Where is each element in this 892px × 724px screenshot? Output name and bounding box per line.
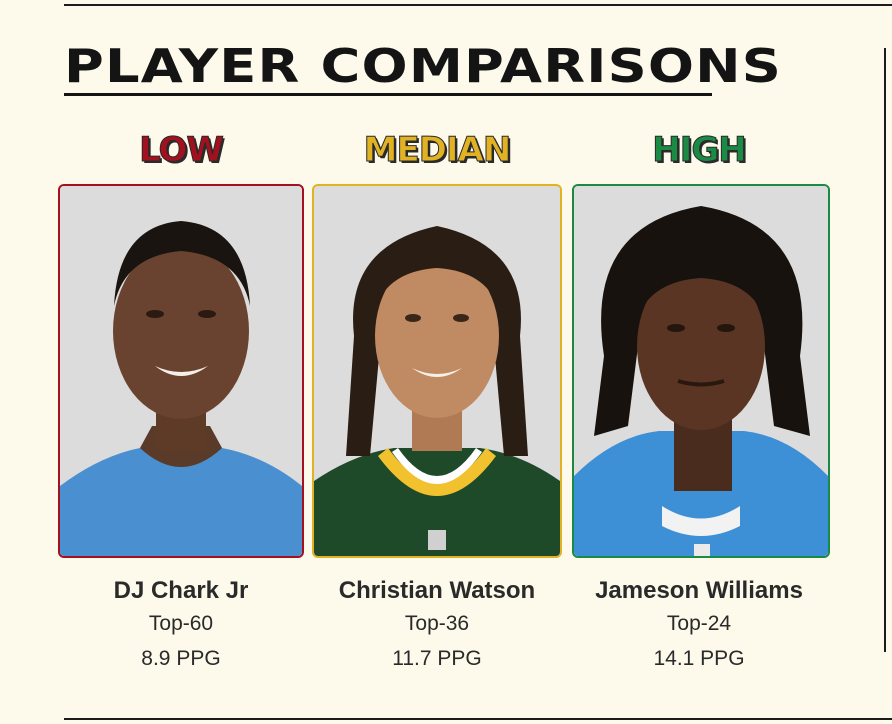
player-headshot bbox=[574, 186, 828, 556]
player-headshot bbox=[60, 186, 302, 556]
tier-label-median: MEDIAN bbox=[363, 130, 512, 171]
player-photo-card bbox=[312, 184, 562, 558]
right-divider bbox=[884, 48, 886, 652]
player-photo-card bbox=[58, 184, 304, 558]
player-ppg: 11.7 PPG bbox=[392, 647, 482, 670]
tier-label-low: LOW bbox=[139, 130, 225, 171]
player-rank: Top-60 bbox=[148, 612, 214, 635]
player-column-median: MEDIAN Christian Watson Top-36 11.7 PPG bbox=[312, 126, 562, 676]
player-column-low: LOW DJ Chark Jr Top-60 8.9 PPG bbox=[58, 126, 304, 676]
player-name: Jameson Williams bbox=[595, 577, 803, 604]
bottom-divider bbox=[64, 718, 892, 720]
player-name: Christian Watson bbox=[338, 577, 536, 604]
top-divider bbox=[64, 4, 892, 6]
title-underline bbox=[64, 93, 712, 96]
player-column-high: HIGH Jameson Williams Top-24 14.1 PPG bbox=[570, 126, 830, 676]
player-rank: Top-36 bbox=[404, 612, 470, 635]
player-ppg: 14.1 PPG bbox=[653, 647, 745, 670]
page-title: PLAYER COMPARISONS bbox=[64, 39, 783, 93]
tier-label-high: HIGH bbox=[652, 130, 747, 171]
player-rank: Top-24 bbox=[666, 612, 732, 635]
player-ppg: 8.9 PPG bbox=[141, 647, 221, 670]
player-photo-card bbox=[572, 184, 830, 558]
player-name: DJ Chark Jr bbox=[113, 577, 249, 604]
player-headshot bbox=[314, 186, 560, 556]
